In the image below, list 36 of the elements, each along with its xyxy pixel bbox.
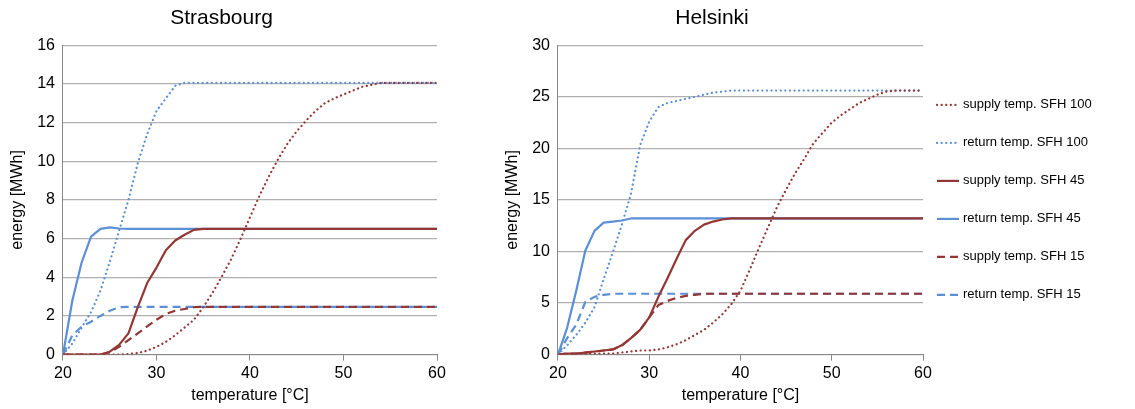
y-tick-label: 2 — [46, 306, 56, 324]
y-tick-label: 25 — [532, 87, 551, 105]
y-tick-label: 16 — [37, 35, 56, 53]
y-tick-label: 10 — [37, 151, 56, 169]
y-tick-label: 15 — [532, 190, 551, 208]
y-axis-title: energy [MWh] — [503, 150, 521, 250]
y-tick-label: 14 — [37, 74, 56, 92]
x-tick-label: 60 — [428, 363, 446, 381]
x-tick-label: 40 — [241, 363, 259, 381]
y-tick-label: 8 — [46, 190, 56, 208]
y-tick-label: 4 — [46, 267, 56, 285]
legend-label: return temp. SFH 100 — [963, 134, 1088, 150]
y-tick-label: 30 — [532, 35, 551, 53]
x-tick-label: 30 — [147, 363, 166, 381]
legend-label: supply temp. SFH 100 — [963, 96, 1092, 112]
x-tick-label: 50 — [822, 363, 841, 381]
y-axis-title: energy [MWh] — [8, 150, 26, 250]
legend-label: supply temp. SFH 15 — [963, 248, 1085, 264]
legend-label: supply temp. SFH 45 — [963, 172, 1085, 188]
y-tick-label: 5 — [541, 293, 551, 311]
x-tick-label: 30 — [640, 363, 659, 381]
legend-label: return temp. SFH 15 — [963, 286, 1081, 302]
x-axis-title: temperature [°C] — [191, 385, 309, 403]
x-tick-label: 50 — [334, 363, 353, 381]
y-tick-label: 0 — [541, 345, 551, 363]
x-axis-title: temperature [°C] — [681, 385, 800, 403]
y-tick-label: 10 — [532, 241, 551, 259]
x-tick-label: 60 — [914, 363, 932, 381]
y-tick-label: 12 — [37, 112, 56, 130]
x-tick-label: 40 — [731, 363, 750, 381]
chart-title: Strasbourg — [170, 5, 273, 29]
legend-label: return temp. SFH 45 — [963, 210, 1081, 226]
chart-title: Helsinki — [675, 5, 749, 29]
y-tick-label: 6 — [46, 228, 56, 246]
y-tick-label: 20 — [532, 138, 551, 156]
y-tick-label: 0 — [46, 345, 56, 363]
